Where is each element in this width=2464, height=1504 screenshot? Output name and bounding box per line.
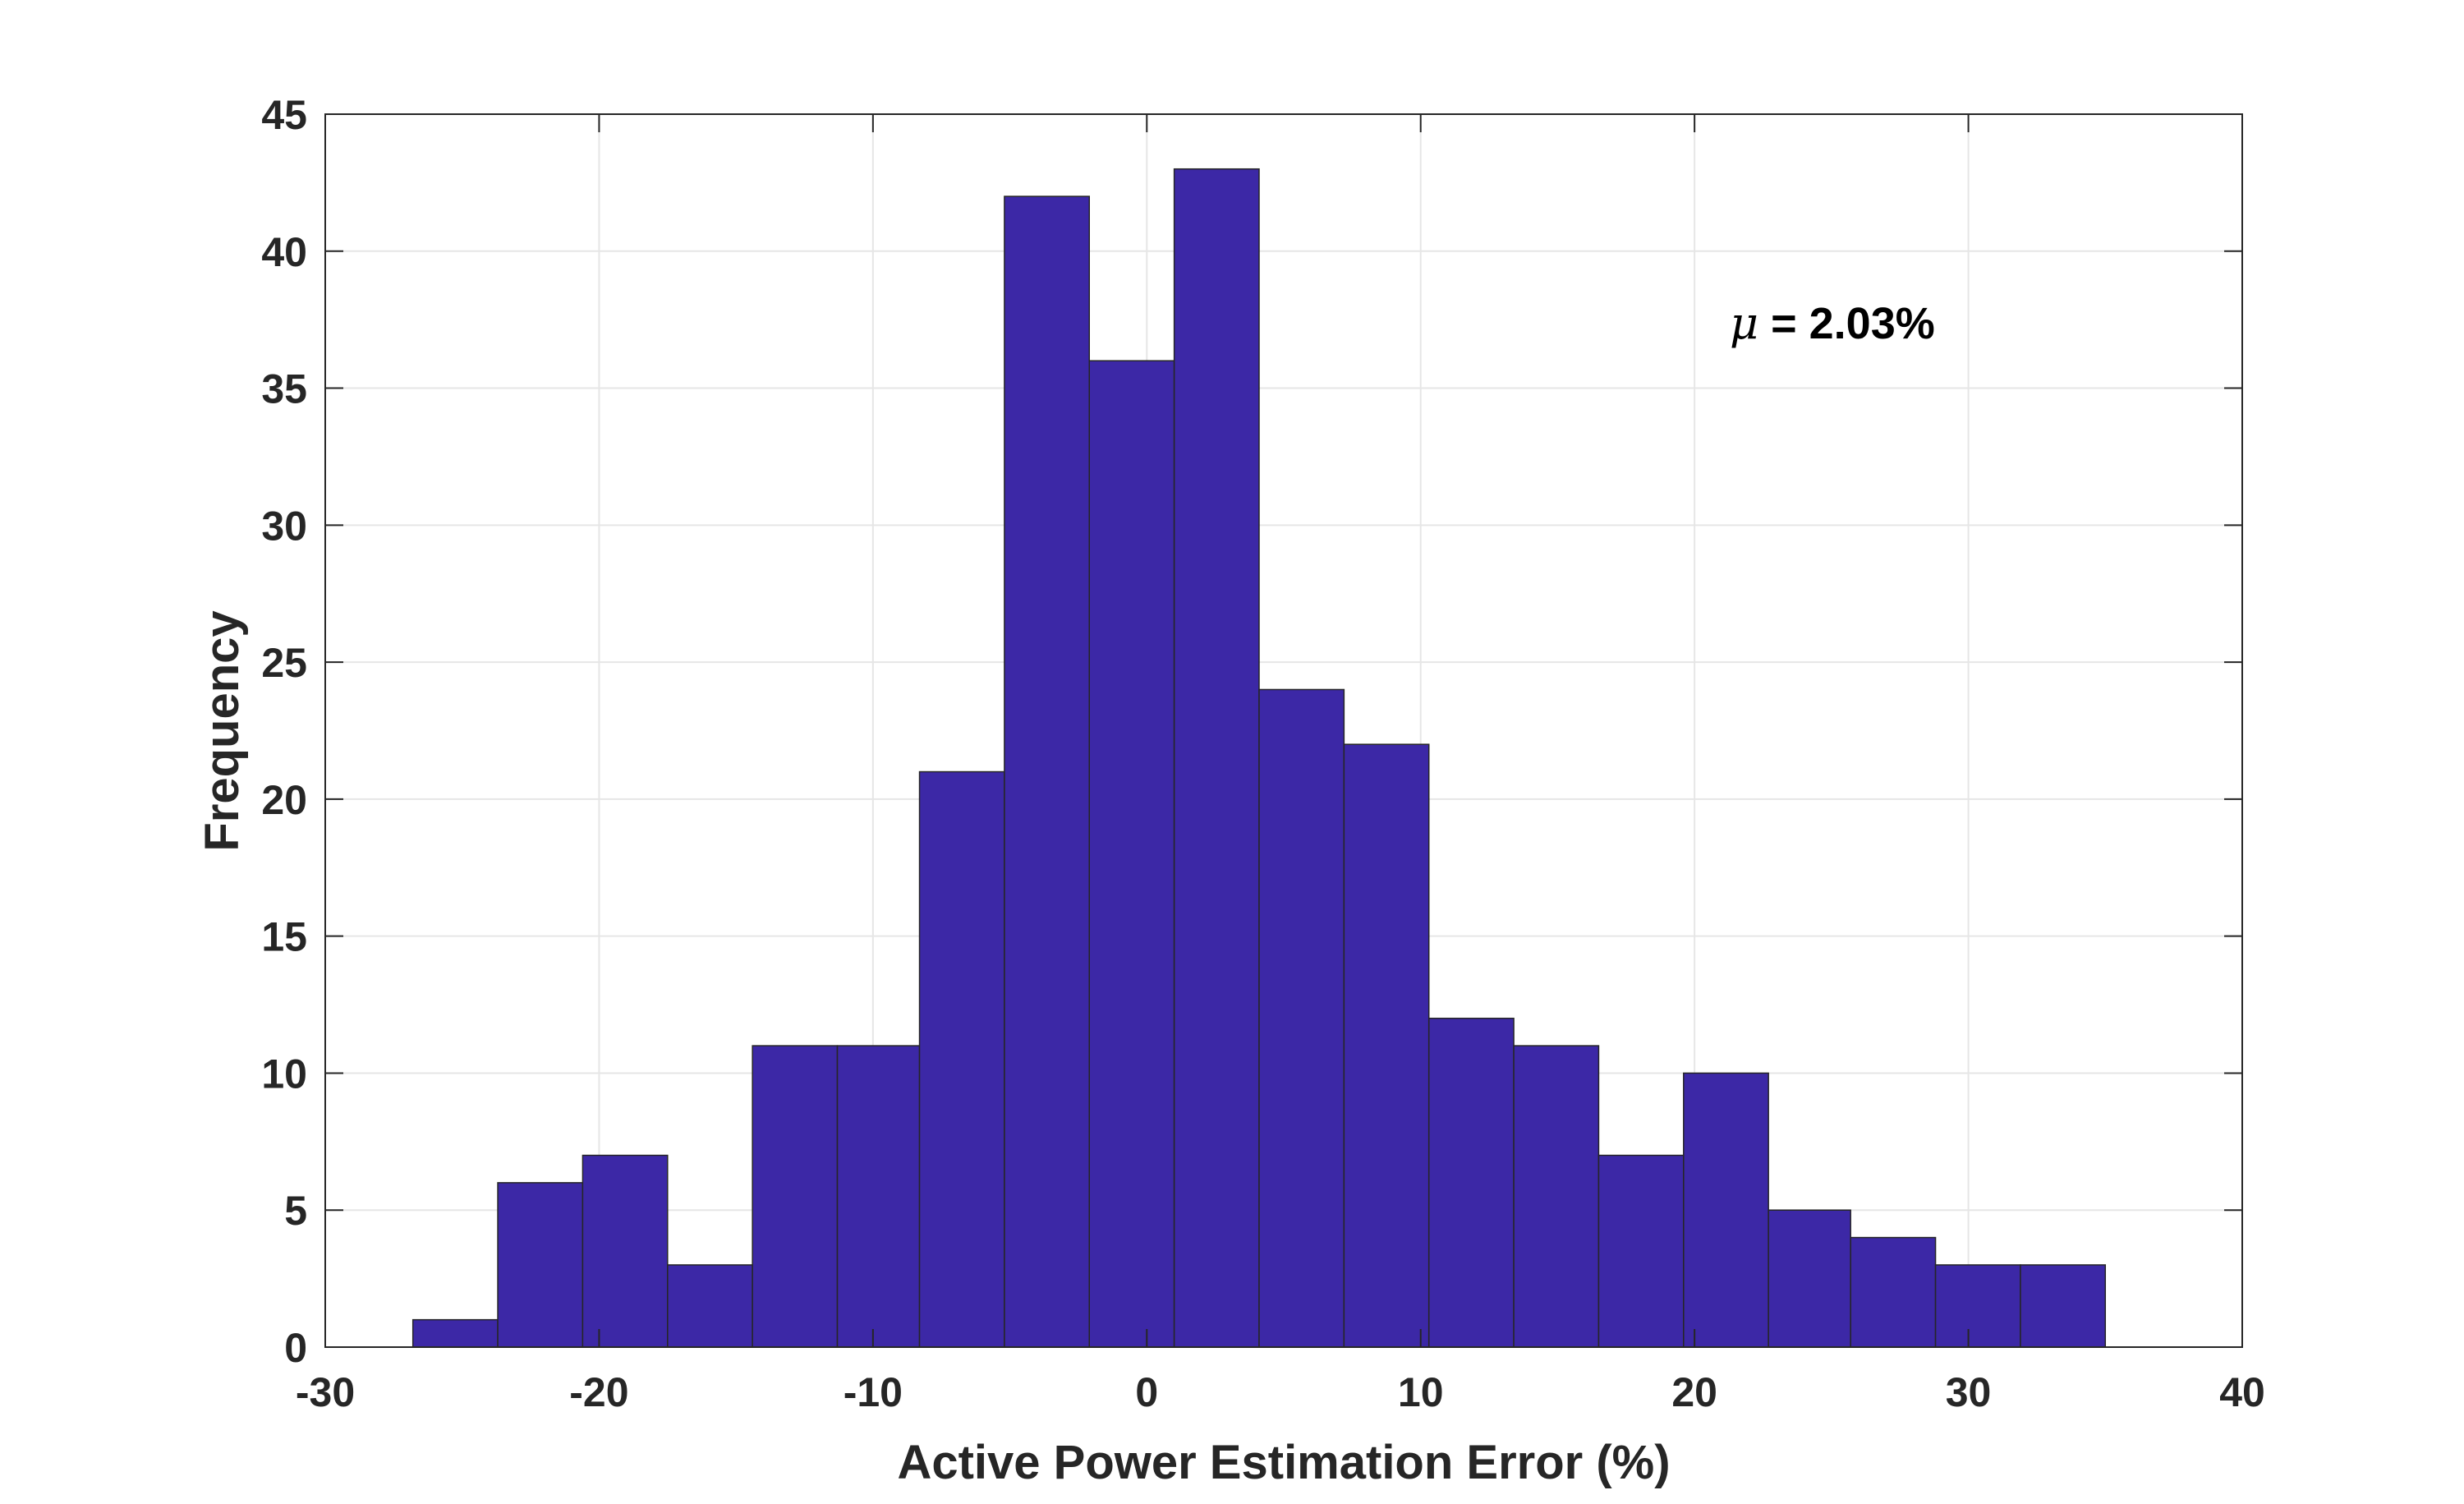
y-tick-label-1: 5 [284, 1188, 307, 1234]
axis-ticks [324, 113, 2243, 1348]
histogram-bar-4 [752, 1045, 839, 1348]
x-tick-label-7: 40 [2219, 1369, 2265, 1415]
mu-symbol: μ [1730, 297, 1758, 349]
histogram-bar-19 [2020, 1264, 2107, 1348]
x-tick-label-5: 20 [1671, 1369, 1717, 1415]
mean-value: = 2.03% [1758, 299, 1935, 348]
x-tick-label-0: -30 [296, 1369, 355, 1415]
histogram-bar-17 [1850, 1236, 1937, 1348]
histogram-bar-15 [1683, 1072, 1769, 1348]
histogram-bar-8 [1088, 360, 1175, 1348]
histogram-bar-18 [1934, 1264, 2021, 1348]
histogram-bar-9 [1173, 168, 1260, 1348]
x-axis-label: Active Power Estimation Error (%) [897, 1436, 1670, 1489]
x-tick-label-3: 0 [1135, 1369, 1158, 1415]
y-tick-labels: 0 5 10 15 20 25 30 35 40 45 [261, 92, 307, 1371]
histogram-bar-1 [497, 1182, 584, 1348]
x-tick-label-1: -20 [569, 1369, 628, 1415]
y-tick-label-5: 25 [261, 640, 307, 686]
x-tick-labels: -30 -20 -10 0 10 20 30 40 [296, 1369, 2265, 1415]
plot-frame [324, 113, 2243, 1348]
histogram-bar-3 [667, 1264, 753, 1348]
x-tick-label-6: 30 [1946, 1369, 1992, 1415]
histogram-bar-13 [1513, 1045, 1600, 1348]
mean-annotation: μ = 2.03% [1730, 297, 1935, 349]
y-tick-label-8: 40 [261, 229, 307, 275]
histogram-bar-14 [1597, 1154, 1685, 1348]
y-tick-label-0: 0 [284, 1325, 307, 1371]
x-tick-label-2: -10 [844, 1369, 903, 1415]
histogram-bar-2 [582, 1154, 669, 1348]
histogram-bar-12 [1427, 1017, 1515, 1348]
histogram-bar-10 [1258, 688, 1345, 1348]
histogram-bar-5 [836, 1045, 921, 1348]
histogram-bar-11 [1343, 743, 1430, 1348]
y-tick-label-4: 20 [261, 777, 307, 823]
x-tick-label-4: 10 [1398, 1369, 1444, 1415]
histogram-bars [411, 168, 2107, 1348]
y-tick-label-3: 15 [261, 914, 307, 960]
y-tick-label-6: 30 [261, 503, 307, 549]
histogram-bar-0 [411, 1318, 499, 1348]
histogram-bar-6 [918, 770, 1005, 1348]
histogram-bar-7 [1004, 195, 1091, 1348]
histogram-bar-16 [1768, 1209, 1851, 1348]
y-tick-label-7: 35 [261, 366, 307, 412]
y-tick-label-2: 10 [261, 1051, 307, 1097]
y-tick-label-9: 45 [261, 92, 307, 138]
y-axis-label: Frequency [195, 610, 249, 851]
